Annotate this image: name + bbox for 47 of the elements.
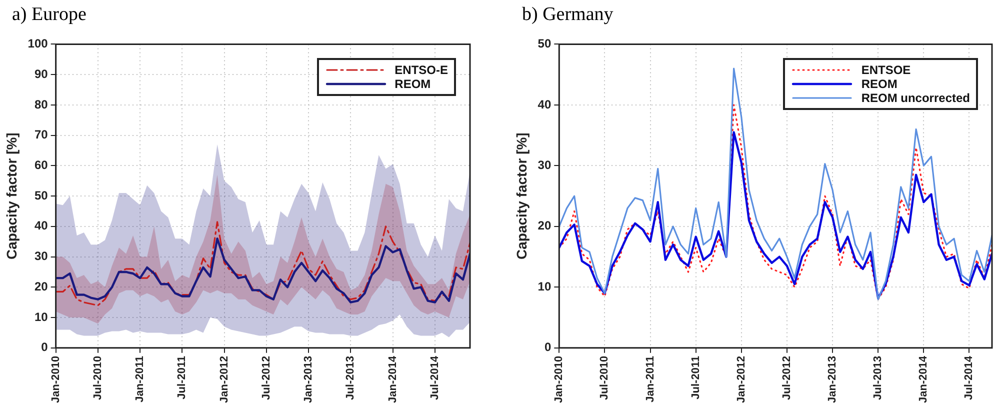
y-tick-label: 90 [34, 66, 48, 81]
x-tick-label: Jan-2010 [553, 356, 566, 404]
y-tick-label: 80 [34, 97, 48, 112]
y-tick-label: 100 [28, 36, 48, 51]
x-tick-label: Jul-2012 [780, 356, 793, 400]
y-tick-label: 70 [34, 128, 48, 142]
legend-label: ENTSO-E [394, 63, 448, 78]
x-tick-label: Jul-2010 [92, 356, 104, 400]
y-tick-label: 10 [34, 310, 48, 324]
x-tick-label: Jan-2012 [218, 356, 230, 404]
y-tick-label: 50 [34, 188, 48, 202]
y-axis-title: Capacity factor [%] [513, 132, 530, 260]
legend-label: REOM [394, 77, 431, 92]
chart-title: b) Germany [522, 4, 614, 26]
x-tick-label: Jan-2013 [302, 356, 315, 404]
x-tick-label: Jan-2011 [644, 356, 656, 402]
y-tick-label: 40 [538, 97, 552, 112]
x-tick-label: Jul-2013 [872, 356, 884, 400]
y-tick-label: 30 [34, 249, 48, 264]
line-series [56, 221, 470, 306]
x-tick-label: Jul-2011 [176, 356, 188, 400]
y-tick-label: 20 [538, 218, 552, 233]
x-tick-label: Jan-2014 [918, 355, 930, 404]
x-tick-label: Jan-2012 [735, 356, 748, 404]
y-tick-label: 10 [538, 279, 552, 294]
y-tick-label: 50 [538, 36, 552, 51]
y-tick-label: 0 [544, 340, 552, 354]
y-axis-title: Capacity factor [%] [3, 132, 20, 260]
y-tick-label: 20 [34, 279, 48, 294]
x-tick-label: Jul-2014 [963, 355, 976, 400]
x-tick-label: Jul-2010 [598, 356, 611, 400]
x-tick-label: Jul-2012 [260, 356, 272, 400]
y-tick-label: 30 [538, 158, 552, 172]
x-tick-label: Jan-2014 [386, 355, 399, 404]
y-tick-label: 0 [41, 340, 48, 354]
legend-label: REOM uncorrected [861, 91, 970, 106]
y-tick-label: 60 [34, 158, 48, 172]
x-tick-label: Jul-2013 [344, 356, 357, 400]
y-tick-label: 40 [34, 218, 48, 233]
chart-title: a) Europe [12, 4, 86, 26]
x-tick-label: Jul-2014 [428, 355, 441, 400]
legend-label: REOM [861, 77, 898, 92]
x-tick-label: Jul-2011 [690, 356, 702, 400]
x-tick-label: Jan-2013 [826, 356, 839, 404]
legend-label: ENTSOE [861, 63, 911, 78]
x-tick-label: Jan-2011 [134, 356, 146, 402]
x-tick-label: Jan-2010 [50, 356, 62, 404]
